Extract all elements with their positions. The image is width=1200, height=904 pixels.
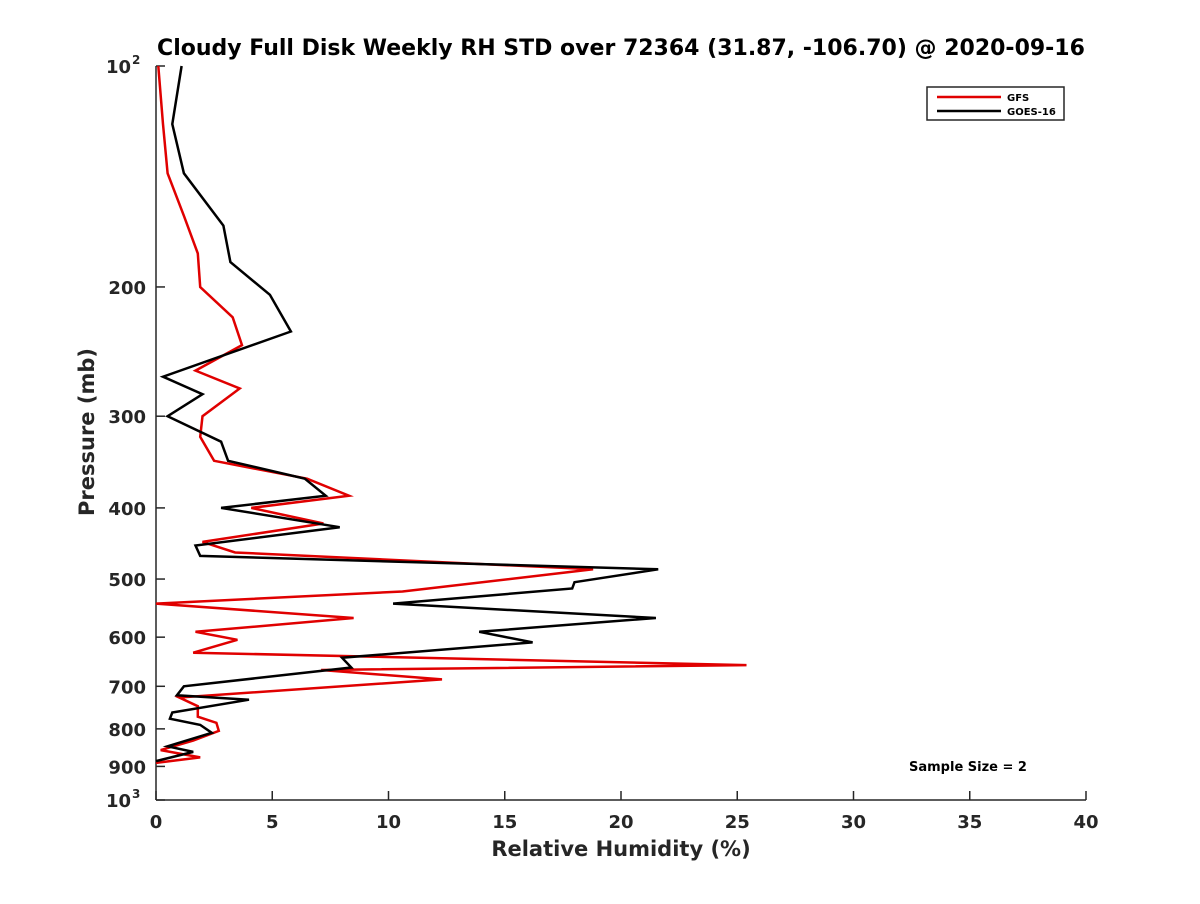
series-line-gfs bbox=[155, 65, 747, 765]
y-tick-label-power: 10 3 bbox=[106, 787, 140, 812]
legend-box bbox=[926, 86, 1065, 121]
series-line-goes-16 bbox=[155, 65, 659, 763]
y-tick-label-base: 10 bbox=[106, 791, 131, 812]
y-tick-label-base: 10 bbox=[106, 57, 131, 78]
x-tick-label: 35 bbox=[957, 812, 982, 833]
y-tick-label-power: 10 2 bbox=[106, 53, 140, 78]
legend-label-goes-16: GOES-16 bbox=[1007, 107, 1056, 118]
y-tick-label: 900 bbox=[108, 757, 146, 778]
y-tick-label: 500 bbox=[108, 570, 146, 591]
x-axis-label: Relative Humidity (%) bbox=[491, 837, 750, 861]
y-tick-label-exponent: 2 bbox=[132, 53, 140, 67]
y-tick-label-exponent: 3 bbox=[132, 787, 140, 801]
sample-size-annotation: Sample Size = 2 bbox=[909, 760, 1027, 775]
y-tick-label: 600 bbox=[108, 628, 146, 649]
x-tick-label: 20 bbox=[608, 812, 633, 833]
chart-title: Cloudy Full Disk Weekly RH STD over 7236… bbox=[157, 36, 1085, 61]
x-tick-label: 15 bbox=[492, 812, 517, 833]
legend-label-gfs: GFS bbox=[1007, 93, 1029, 104]
y-tick-label: 800 bbox=[108, 720, 146, 741]
y-tick-label: 200 bbox=[108, 278, 146, 299]
x-tick-label: 40 bbox=[1073, 812, 1098, 833]
x-tick-label: 30 bbox=[841, 812, 866, 833]
x-tick-label: 10 bbox=[376, 812, 401, 833]
y-tick-label: 700 bbox=[108, 677, 146, 698]
y-axis-label: Pressure (mb) bbox=[75, 348, 99, 516]
x-tick-label: 5 bbox=[266, 812, 279, 833]
y-tick-label: 400 bbox=[108, 499, 146, 520]
x-tick-label: 25 bbox=[725, 812, 750, 833]
y-tick-label: 300 bbox=[108, 407, 146, 428]
x-tick-label: 0 bbox=[150, 812, 163, 833]
legend: GFS GOES-16 bbox=[926, 86, 1065, 121]
